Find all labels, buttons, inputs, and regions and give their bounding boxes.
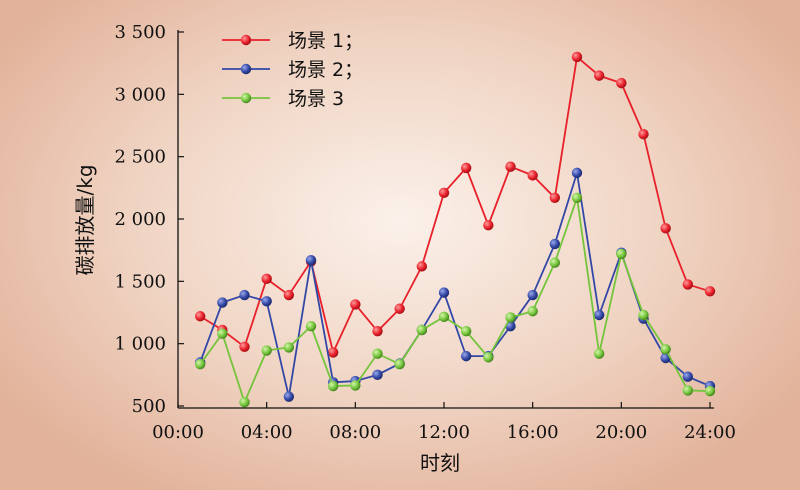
- data-point: [682, 385, 694, 396]
- axes: 500 1 000 1 500 2 000 2 500 3 000 3 500 00:00 04…: [114, 22, 735, 443]
- data-point: [549, 192, 561, 204]
- x-tick-label: 00:00: [152, 422, 204, 443]
- data-point: [283, 289, 295, 301]
- y-tick-label: 3 000: [114, 84, 166, 105]
- data-point: [261, 273, 272, 285]
- data-point: [394, 303, 405, 314]
- data-point: [571, 167, 583, 179]
- series-line: [199, 171, 711, 398]
- x-tick-label: 20:00: [595, 422, 647, 443]
- legend: 场景 1； 场景 2； 场景 3: [222, 30, 363, 110]
- x-tick-label: 24:00: [684, 422, 736, 443]
- data-point: [372, 326, 383, 337]
- data-point: [394, 359, 405, 370]
- data-point: [549, 238, 561, 250]
- data-point: [305, 254, 317, 266]
- data-point: [593, 348, 605, 359]
- y-tick-label: 3 500: [114, 22, 166, 43]
- data-point: [660, 344, 671, 355]
- data-point: [194, 311, 206, 322]
- legend-item: 场景 3: [222, 88, 344, 110]
- y-axis-title: 碳排放量/kg: [73, 164, 97, 275]
- data-point: [616, 77, 627, 89]
- legend-label: 场景 2；: [288, 59, 363, 81]
- legend-marker: [240, 63, 252, 75]
- x-tick-label: 08:00: [329, 422, 381, 443]
- data-point: [483, 220, 494, 231]
- legend-item: 场景 1；: [222, 30, 363, 52]
- x-axis-title: 时刻: [420, 451, 460, 475]
- data-point: [460, 162, 472, 174]
- series-2: [194, 167, 716, 402]
- data-point: [660, 223, 671, 234]
- data-point: [527, 306, 538, 317]
- series-line: [199, 56, 711, 354]
- data-point: [372, 348, 383, 359]
- data-point: [416, 261, 428, 272]
- data-point: [460, 326, 472, 337]
- data-point: [416, 324, 428, 336]
- series-3: [194, 192, 716, 408]
- data-point: [505, 161, 516, 172]
- data-point: [283, 342, 295, 353]
- data-point: [638, 129, 649, 140]
- x-tick-label: 04:00: [241, 422, 293, 443]
- y-tick-label: 500: [132, 396, 166, 417]
- data-point: [704, 385, 716, 397]
- data-point: [704, 286, 716, 297]
- data-point: [217, 297, 228, 308]
- data-point: [682, 279, 694, 290]
- data-point: [239, 397, 250, 408]
- data-point: [505, 312, 516, 323]
- data-point: [372, 369, 383, 381]
- data-point: [571, 192, 583, 204]
- data-point: [438, 287, 450, 298]
- data-point: [239, 341, 250, 352]
- legend-label: 场景 3: [288, 88, 344, 110]
- y-tick-label: 1 500: [114, 271, 166, 292]
- x-tick-label: 12:00: [418, 422, 470, 443]
- legend-item: 场景 2；: [222, 59, 363, 81]
- data-point: [616, 248, 627, 260]
- y-tick-label: 2 500: [114, 147, 166, 168]
- data-point: [327, 347, 339, 358]
- data-point: [217, 328, 228, 339]
- series-line: [199, 196, 711, 404]
- data-point: [239, 289, 250, 301]
- data-point: [682, 371, 694, 382]
- series-1: [194, 51, 716, 358]
- legend-marker: [240, 34, 252, 46]
- data-point: [438, 311, 450, 323]
- data-point: [638, 309, 649, 321]
- data-point: [261, 296, 272, 307]
- y-tick-label: 1 000: [114, 334, 166, 355]
- data-point: [593, 309, 605, 321]
- data-point: [549, 257, 561, 268]
- data-point: [571, 51, 583, 63]
- data-point: [305, 321, 317, 332]
- y-tick-label: 2 000: [114, 209, 166, 230]
- series-layer: [194, 51, 716, 408]
- data-point: [527, 289, 538, 301]
- data-point: [327, 380, 339, 392]
- data-point: [483, 352, 494, 363]
- data-point: [350, 380, 361, 391]
- data-point: [194, 359, 206, 370]
- legend-label: 场景 1；: [288, 30, 363, 52]
- data-point: [350, 299, 361, 310]
- data-point: [283, 391, 295, 402]
- legend-marker: [240, 92, 252, 104]
- x-tick-label: 16:00: [507, 422, 559, 443]
- data-point: [527, 170, 538, 181]
- data-point: [261, 345, 272, 356]
- data-point: [593, 70, 605, 81]
- data-point: [460, 350, 472, 362]
- data-point: [438, 187, 450, 199]
